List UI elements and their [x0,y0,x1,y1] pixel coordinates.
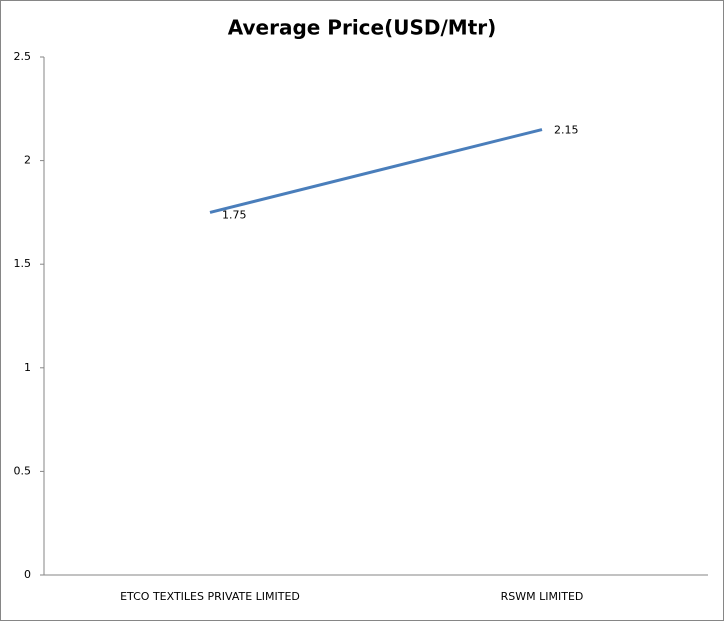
y-tick-label: 0.5 [14,464,32,477]
x-tick-label: RSWM LIMITED [501,590,584,603]
chart-title: Average Price(USD/Mtr) [228,16,497,40]
data-label: 1.75 [222,208,247,221]
line-series [209,128,543,214]
y-tick-label: 2.5 [14,50,32,63]
y-tick-label: 1 [24,361,31,374]
y-tick-label: 2 [24,154,31,167]
x-tick-label: ETCO TEXTILES PRIVATE LIMITED [120,590,300,603]
y-tick-label: 1.5 [14,257,32,270]
y-tick-label: 0 [24,568,31,581]
data-label: 2.15 [554,124,579,137]
